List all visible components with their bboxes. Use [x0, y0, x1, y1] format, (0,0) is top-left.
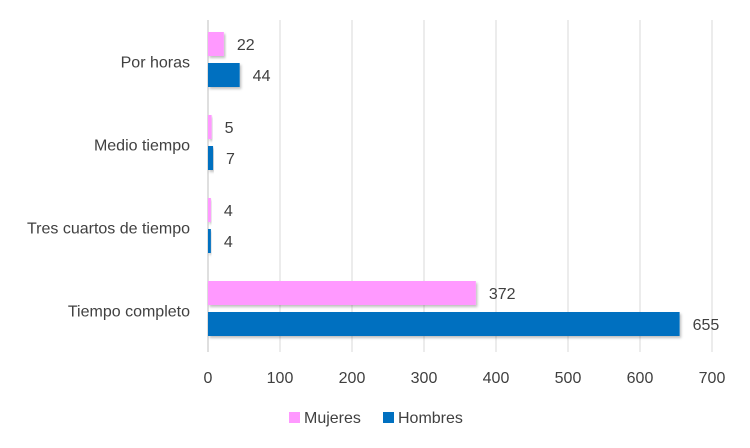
x-tick-label: 0 — [204, 370, 213, 387]
bar-hombres-1 — [208, 146, 214, 170]
category-label: Tiempo completo — [68, 304, 190, 321]
bar-hombres-2 — [208, 229, 211, 253]
data-label: 4 — [224, 234, 233, 251]
category-label: Tres cuartos de tiempo — [27, 221, 190, 238]
data-label: 44 — [253, 68, 271, 85]
bar-mujeres-1 — [208, 115, 212, 139]
x-tick-label: 200 — [339, 370, 366, 387]
x-tick-label: 600 — [627, 370, 654, 387]
bar-hombres-0 — [208, 63, 240, 87]
category-label: Por horas — [121, 55, 190, 72]
data-label: 22 — [237, 37, 255, 54]
legend-label-hombres: Hombres — [398, 410, 463, 427]
data-label: 7 — [226, 151, 235, 168]
x-tick-label: 500 — [555, 370, 582, 387]
bar-hombres-3 — [208, 312, 680, 336]
legend-swatch-hombres — [383, 412, 394, 423]
x-tick-label: 700 — [699, 370, 726, 387]
legend: Mujeres Hombres — [289, 410, 463, 427]
data-label: 372 — [489, 286, 516, 303]
data-label: 4 — [224, 203, 233, 220]
bar-mujeres-3 — [208, 281, 476, 305]
data-label: 5 — [225, 120, 234, 137]
legend-swatch-mujeres — [289, 412, 300, 423]
x-tick-label: 400 — [483, 370, 510, 387]
bars — [208, 32, 680, 336]
gridlines — [207, 20, 713, 352]
category-label: Medio tiempo — [94, 138, 190, 155]
bar-mujeres-0 — [208, 32, 224, 56]
x-tick-label: 100 — [267, 370, 294, 387]
x-tick-label: 300 — [411, 370, 438, 387]
legend-label-mujeres: Mujeres — [304, 410, 361, 427]
data-label: 655 — [693, 317, 720, 334]
bar-mujeres-2 — [208, 198, 211, 222]
